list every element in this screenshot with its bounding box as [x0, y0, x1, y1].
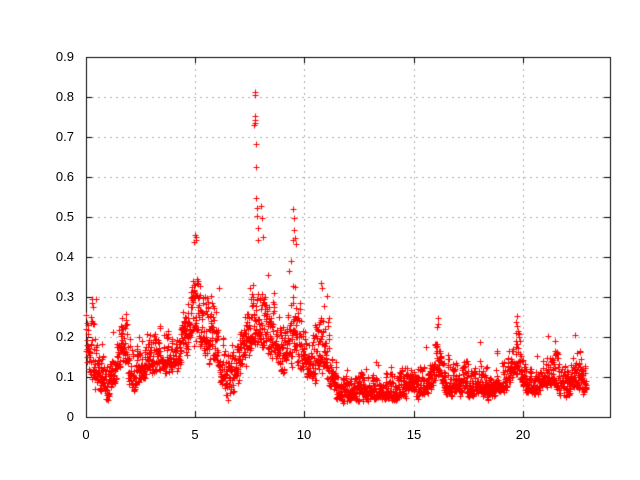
x-tick-label: 5	[191, 427, 199, 442]
y-tick-label: 0.4	[55, 249, 74, 264]
x-tick-label: 10	[296, 427, 312, 442]
x-tick-label: 15	[406, 427, 422, 442]
y-tick-label: 0	[66, 409, 74, 424]
y-tick-label: 0.8	[55, 89, 74, 104]
y-tick-label: 0.9	[55, 49, 74, 64]
y-tick-label: 0.2	[55, 329, 74, 344]
y-tick-label: 0.5	[55, 209, 74, 224]
y-tick-label: 0.1	[55, 369, 74, 384]
y-tick-label: 0.3	[55, 289, 74, 304]
x-tick-label: 0	[82, 427, 90, 442]
y-tick-label: 0.7	[55, 129, 74, 144]
y-tick-label: 0.6	[55, 169, 74, 184]
x-tick-label: 20	[515, 427, 531, 442]
